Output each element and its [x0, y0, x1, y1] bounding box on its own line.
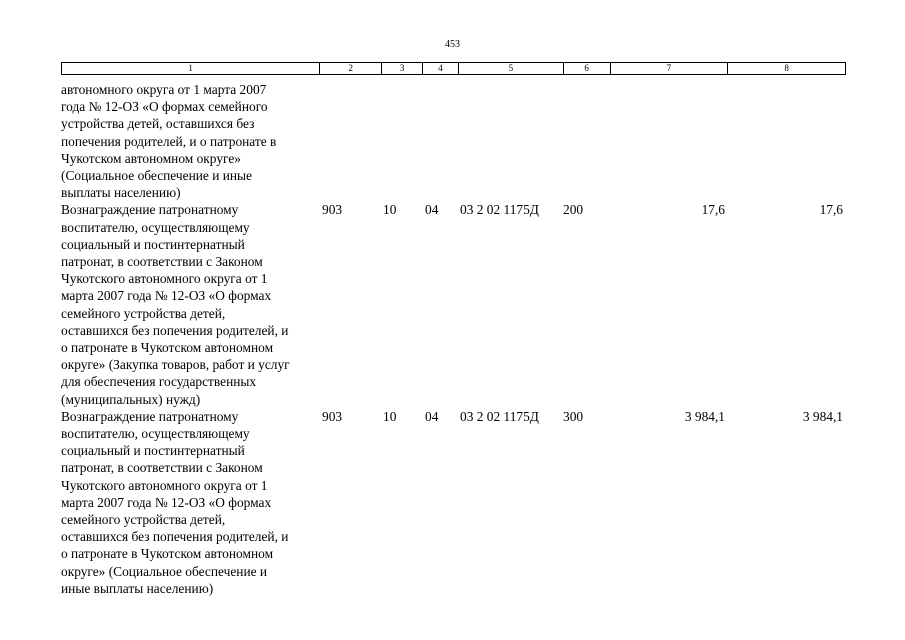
subsection-code: 04 [425, 202, 439, 218]
subsection-code: 04 [425, 408, 439, 424]
target-article-code: 03 2 02 1175Д [460, 408, 539, 424]
amount-column-7: 3 984,1 [684, 408, 725, 424]
amount-column-7: 17,6 [701, 202, 725, 218]
amount-column-8: 3 984,1 [802, 408, 843, 424]
target-article-code: 03 2 02 1175Д [460, 202, 539, 218]
column-header-1: 1 [62, 63, 321, 74]
column-header-4: 4 [423, 63, 459, 74]
column-header-7: 7 [611, 63, 729, 74]
expense-kind-code: 300 [563, 408, 584, 424]
row-description: Вознаграждение патронатному воспитателю,… [61, 408, 289, 596]
table-row: автономного округа от 1 марта 2007 года … [61, 81, 861, 201]
column-header-8: 8 [784, 63, 789, 73]
column-header-2: 2 [320, 63, 383, 74]
expense-kind-code: 200 [563, 202, 584, 218]
table-column-header-row: 1 2 3 4 5 6 7 8 [61, 62, 846, 75]
table-row: Вознаграждение патронатному воспитателю,… [61, 201, 861, 407]
column-header-3: 3 [382, 63, 424, 74]
admin-code: 903 [322, 408, 343, 424]
amount-column-8: 17,6 [819, 202, 843, 218]
column-header-5: 5 [459, 63, 564, 74]
admin-code: 903 [322, 202, 343, 218]
section-code: 10 [383, 408, 397, 424]
table-row: Вознаграждение патронатному воспитателю,… [61, 408, 861, 597]
row-description: Вознаграждение патронатному воспитателю,… [61, 202, 290, 407]
table-body: автономного округа от 1 марта 2007 года … [61, 81, 861, 597]
section-code: 10 [383, 202, 397, 218]
row-description: автономного округа от 1 марта 2007 года … [61, 82, 277, 201]
page-number: 453 [445, 39, 460, 50]
column-header-6: 6 [564, 63, 611, 74]
